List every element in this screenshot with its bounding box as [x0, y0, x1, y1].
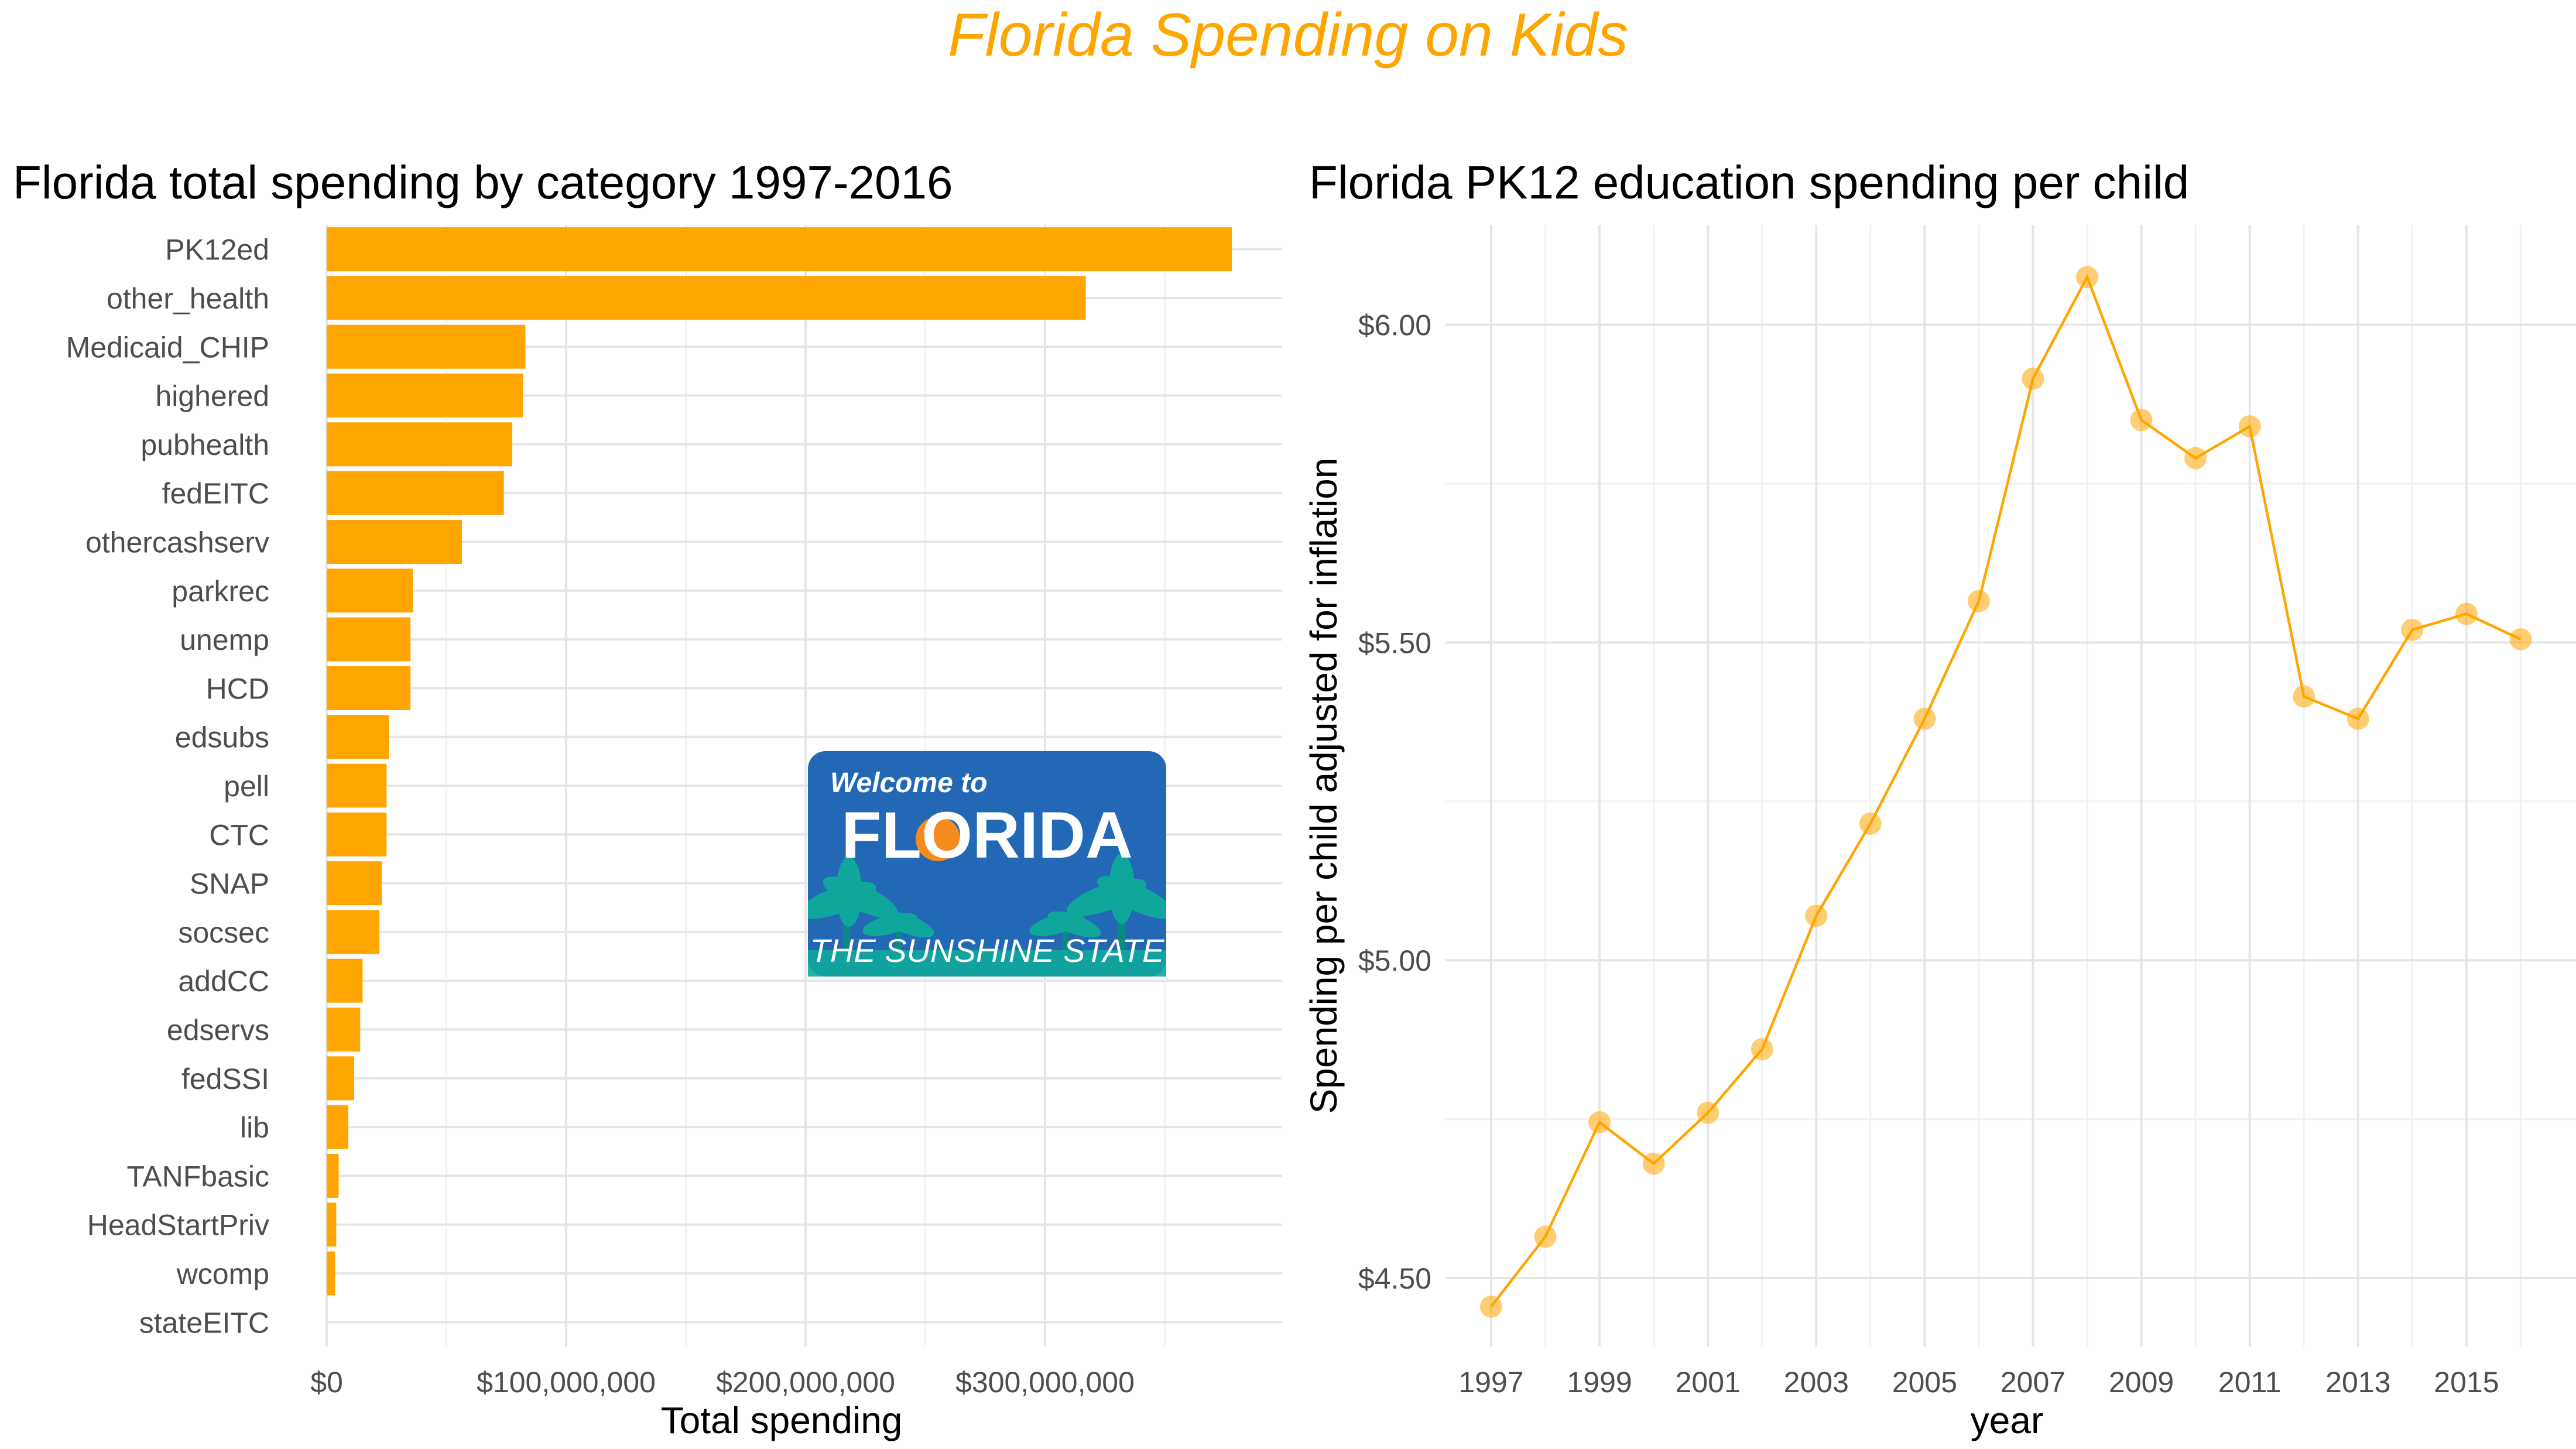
data-point: [1588, 1111, 1611, 1134]
bar: [327, 276, 1086, 320]
data-point: [2509, 628, 2532, 650]
y-tick-label: $6.00: [1358, 309, 1431, 342]
y-tick-label: edsubs: [175, 721, 269, 754]
bar: [327, 812, 387, 857]
data-point: [1913, 707, 1936, 730]
sign-line-1: Welcome to: [830, 768, 988, 799]
y-tick-label: highered: [155, 380, 269, 413]
sign-line-2: FLORIDA: [841, 799, 1133, 872]
y-tick-label: socsec: [178, 916, 269, 949]
data-point: [2455, 602, 2478, 625]
data-point: [2076, 266, 2099, 289]
y-tick-label: $5.00: [1358, 944, 1431, 977]
bar: [327, 1056, 355, 1101]
y-tick-label: wcomp: [176, 1258, 269, 1290]
x-tick-label: 2001: [1676, 1366, 1741, 1399]
y-tick-label: pubhealth: [141, 429, 269, 461]
data-point: [2184, 447, 2207, 470]
x-tick-label: 2015: [2434, 1366, 2499, 1399]
x-tick-label: $0: [310, 1366, 343, 1399]
y-tick-label: parkrec: [172, 575, 269, 608]
x-tick-label: 2005: [1892, 1366, 1957, 1399]
x-tick-label: 2007: [2000, 1366, 2065, 1399]
bar: [327, 958, 363, 1003]
bar: [327, 666, 411, 710]
data-point: [1534, 1225, 1557, 1248]
x-axis-title: Total spending: [661, 1399, 903, 1441]
y-tick-label: Medicaid_CHIP: [66, 331, 269, 364]
data-point: [2401, 618, 2424, 641]
y-tick-label: other_health: [107, 282, 269, 315]
data-point: [2238, 415, 2261, 438]
x-tick-label: 2009: [2109, 1366, 2174, 1399]
y-tick-label: edservs: [167, 1014, 269, 1047]
y-tick-label: pell: [224, 770, 269, 803]
x-tick-label: 2011: [2218, 1366, 2282, 1399]
data-point: [1480, 1295, 1502, 1318]
y-tick-label: lib: [240, 1111, 269, 1144]
palm-tree-icon: [808, 857, 934, 977]
series-line: [1490, 273, 2522, 1308]
bar-chart-title: Florida total spending by category 1997-…: [13, 156, 953, 208]
bar: [327, 519, 463, 564]
bar: [327, 861, 382, 906]
y-axis-title: Spending per child adjusted for inflatio…: [1303, 458, 1345, 1114]
main-title: Florida Spending on Kids: [947, 1, 1629, 69]
x-tick-label: $300,000,000: [955, 1366, 1135, 1399]
y-tick-label: HCD: [206, 672, 269, 705]
bar: [327, 1105, 348, 1149]
y-tick-label: addCC: [178, 965, 269, 998]
data-point: [1697, 1101, 1719, 1124]
data-point: [1805, 905, 1828, 927]
data-point: [2347, 707, 2369, 730]
bar: [327, 422, 512, 467]
bar: [327, 471, 504, 515]
bar: [327, 568, 413, 613]
x-tick-label: $100,000,000: [477, 1366, 656, 1399]
data-point: [2022, 367, 2044, 390]
bar: [327, 1203, 337, 1247]
x-tick-label: 1997: [1458, 1366, 1523, 1399]
bar: [327, 617, 411, 662]
sign-line-3: THE SUNSHINE STATE: [810, 932, 1164, 969]
data-point: [1967, 590, 1990, 612]
data-point: [1751, 1038, 1773, 1061]
y-tick-label: $5.50: [1358, 626, 1431, 659]
bar: [327, 324, 526, 369]
y-tick-label: othercashserv: [85, 526, 269, 559]
y-tick-label: fedSSI: [181, 1063, 269, 1095]
data-point: [2130, 409, 2153, 431]
y-tick-label: HeadStartPriv: [87, 1209, 269, 1242]
sun-icon: [916, 817, 960, 861]
data-point: [1859, 812, 1882, 835]
x-tick-label: 2003: [1784, 1366, 1849, 1399]
y-tick-label: stateEITC: [139, 1306, 269, 1339]
x-tick-label: 1999: [1567, 1366, 1632, 1399]
data-point: [2293, 685, 2315, 708]
bar: [327, 715, 389, 759]
bar: [327, 910, 379, 954]
y-tick-label: fedEITC: [162, 477, 269, 510]
x-axis-title: year: [1971, 1399, 2044, 1441]
y-tick-label: $4.50: [1358, 1262, 1431, 1295]
x-tick-label: $200,000,000: [716, 1366, 895, 1399]
y-tick-label: unemp: [180, 624, 269, 656]
florida-sign-image: Welcome to FLORIDA THE SUNSHINE STATE: [808, 751, 1166, 977]
x-tick-label: 2013: [2325, 1366, 2390, 1399]
bar: [327, 1008, 361, 1052]
y-tick-label: PK12ed: [165, 234, 269, 266]
y-tick-label: CTC: [209, 818, 269, 851]
line-chart-title: Florida PK12 education spending per chil…: [1309, 156, 2190, 208]
y-tick-label: TANFbasic: [126, 1160, 269, 1193]
bar: [327, 763, 387, 808]
bar: [327, 374, 523, 418]
y-tick-label: SNAP: [190, 868, 269, 900]
bar: [327, 1153, 339, 1198]
bar: [327, 1251, 335, 1296]
bar: [327, 227, 1232, 272]
data-point: [1642, 1152, 1665, 1175]
